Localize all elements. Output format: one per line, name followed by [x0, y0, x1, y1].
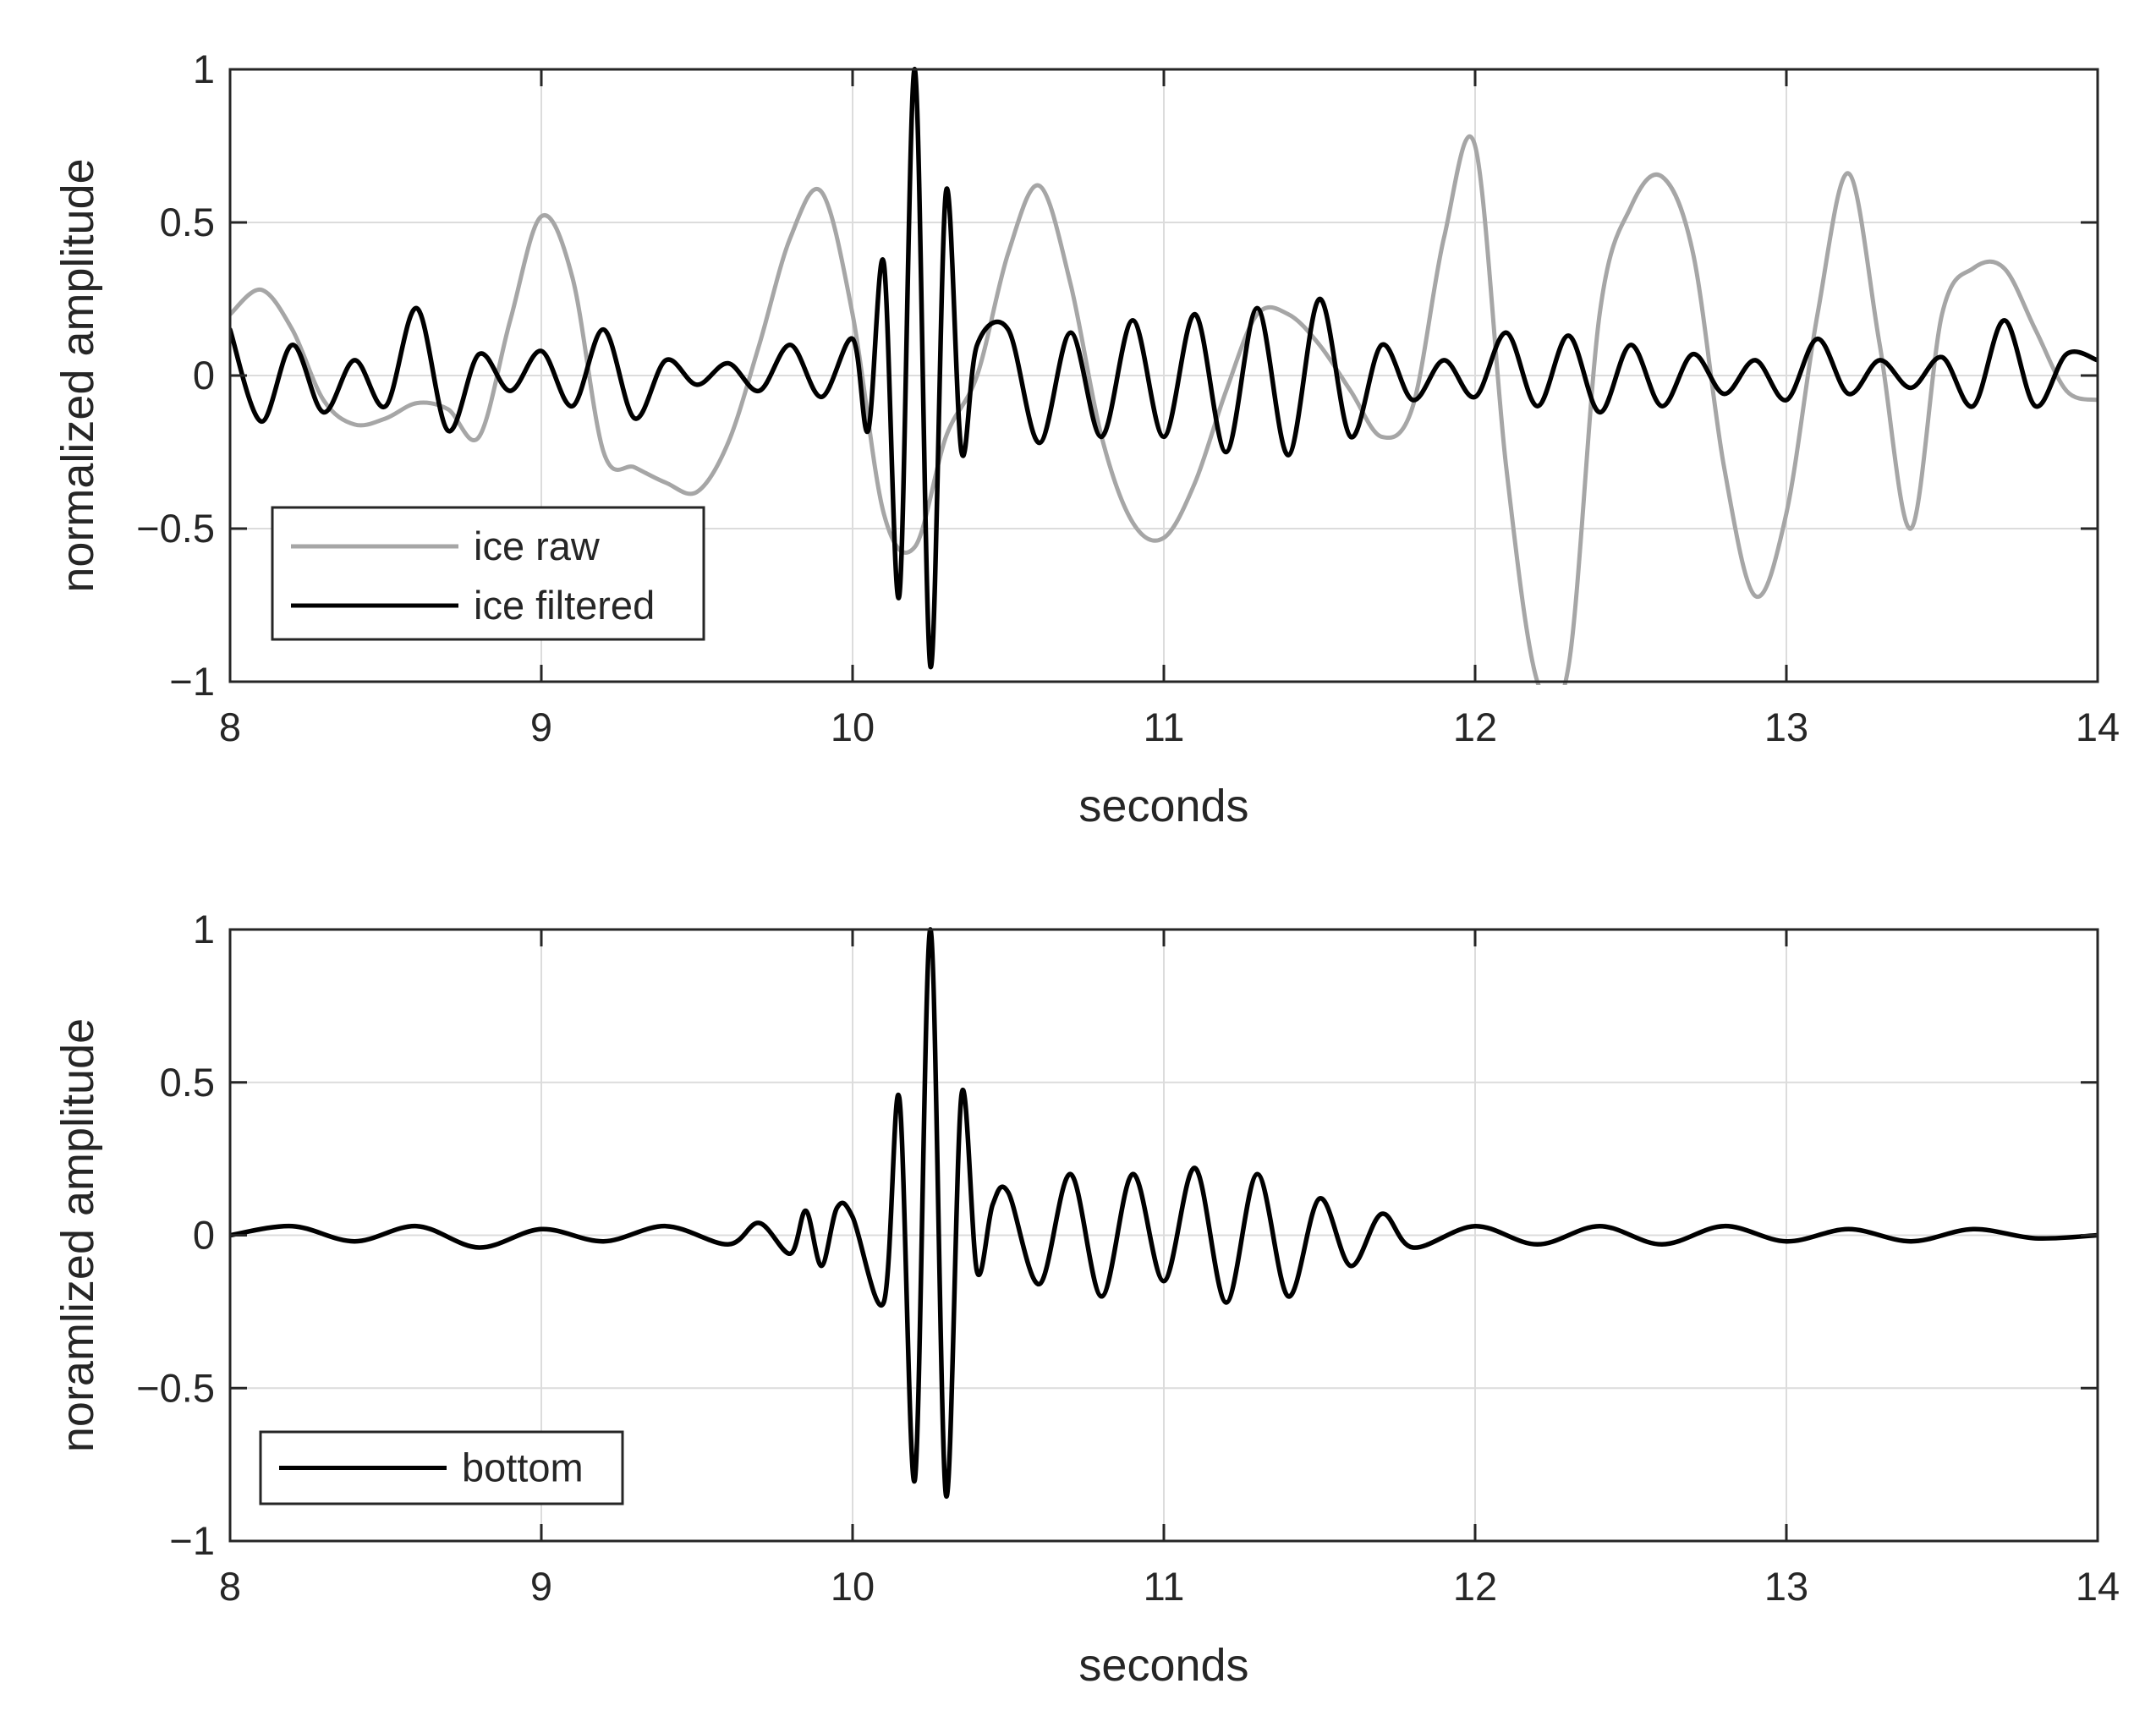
x-axis-label: seconds: [1078, 1640, 1248, 1691]
x-tick-label: 8: [219, 1564, 241, 1609]
y-tick-label: 1: [193, 907, 215, 951]
x-tick-label: 11: [1144, 705, 1185, 749]
x-tick-label: 13: [1764, 1564, 1808, 1609]
x-tick-label: 9: [530, 1564, 552, 1609]
series-line-ice-filtered: [230, 67, 2098, 669]
plot-area: [230, 67, 2098, 685]
y-tick-label: 0.5: [160, 1060, 215, 1105]
legend: bottom: [259, 1430, 624, 1505]
x-tick-label: 13: [1764, 705, 1808, 749]
x-tick-label: 12: [1453, 705, 1497, 749]
y-tick-label: −0.5: [136, 506, 215, 551]
y-tick-label: −1: [169, 659, 215, 704]
x-tick-label: 11: [1144, 1564, 1185, 1609]
series-line-ice-raw: [230, 134, 2098, 685]
x-tick-label: 12: [1453, 1564, 1497, 1609]
y-tick-label: 0.5: [160, 200, 215, 244]
x-tick-label: 9: [530, 705, 552, 749]
legend-box: [271, 506, 705, 641]
x-tick-label: 8: [219, 705, 241, 749]
x-tick-label: 14: [2076, 705, 2120, 749]
y-tick-label: 0: [193, 1213, 215, 1258]
legend-label: ice raw: [474, 524, 601, 568]
x-axis-label: seconds: [1078, 781, 1248, 831]
legend: ice raw ice filtered: [271, 506, 705, 641]
panel-top: 8 9 10 11 12 13 14 1 0.5 0 −0.5 −1 seconds normalized…: [52, 47, 2120, 831]
y-tick-label: −0.5: [136, 1365, 215, 1410]
plot-area: [230, 927, 2098, 1500]
x-tick-label: 10: [831, 705, 875, 749]
x-tick-label: 14: [2076, 1564, 2120, 1609]
y-tick-label: 0: [193, 353, 215, 398]
legend-label: bottom: [462, 1445, 584, 1490]
y-tick-label: 1: [193, 47, 215, 91]
y-axis-label: normalized amplitude: [52, 158, 103, 592]
series-line-bottom: [230, 927, 2098, 1500]
y-axis-label: noramlized amplitude: [52, 1018, 103, 1452]
y-tick-label: −1: [169, 1518, 215, 1563]
panel-bottom: 8 9 10 11 12 13 14 1 0.5 0 −0.5 −1 seconds noramlized…: [52, 907, 2120, 1691]
x-tick-label: 10: [831, 1564, 875, 1609]
legend-label: ice filtered: [474, 583, 655, 628]
